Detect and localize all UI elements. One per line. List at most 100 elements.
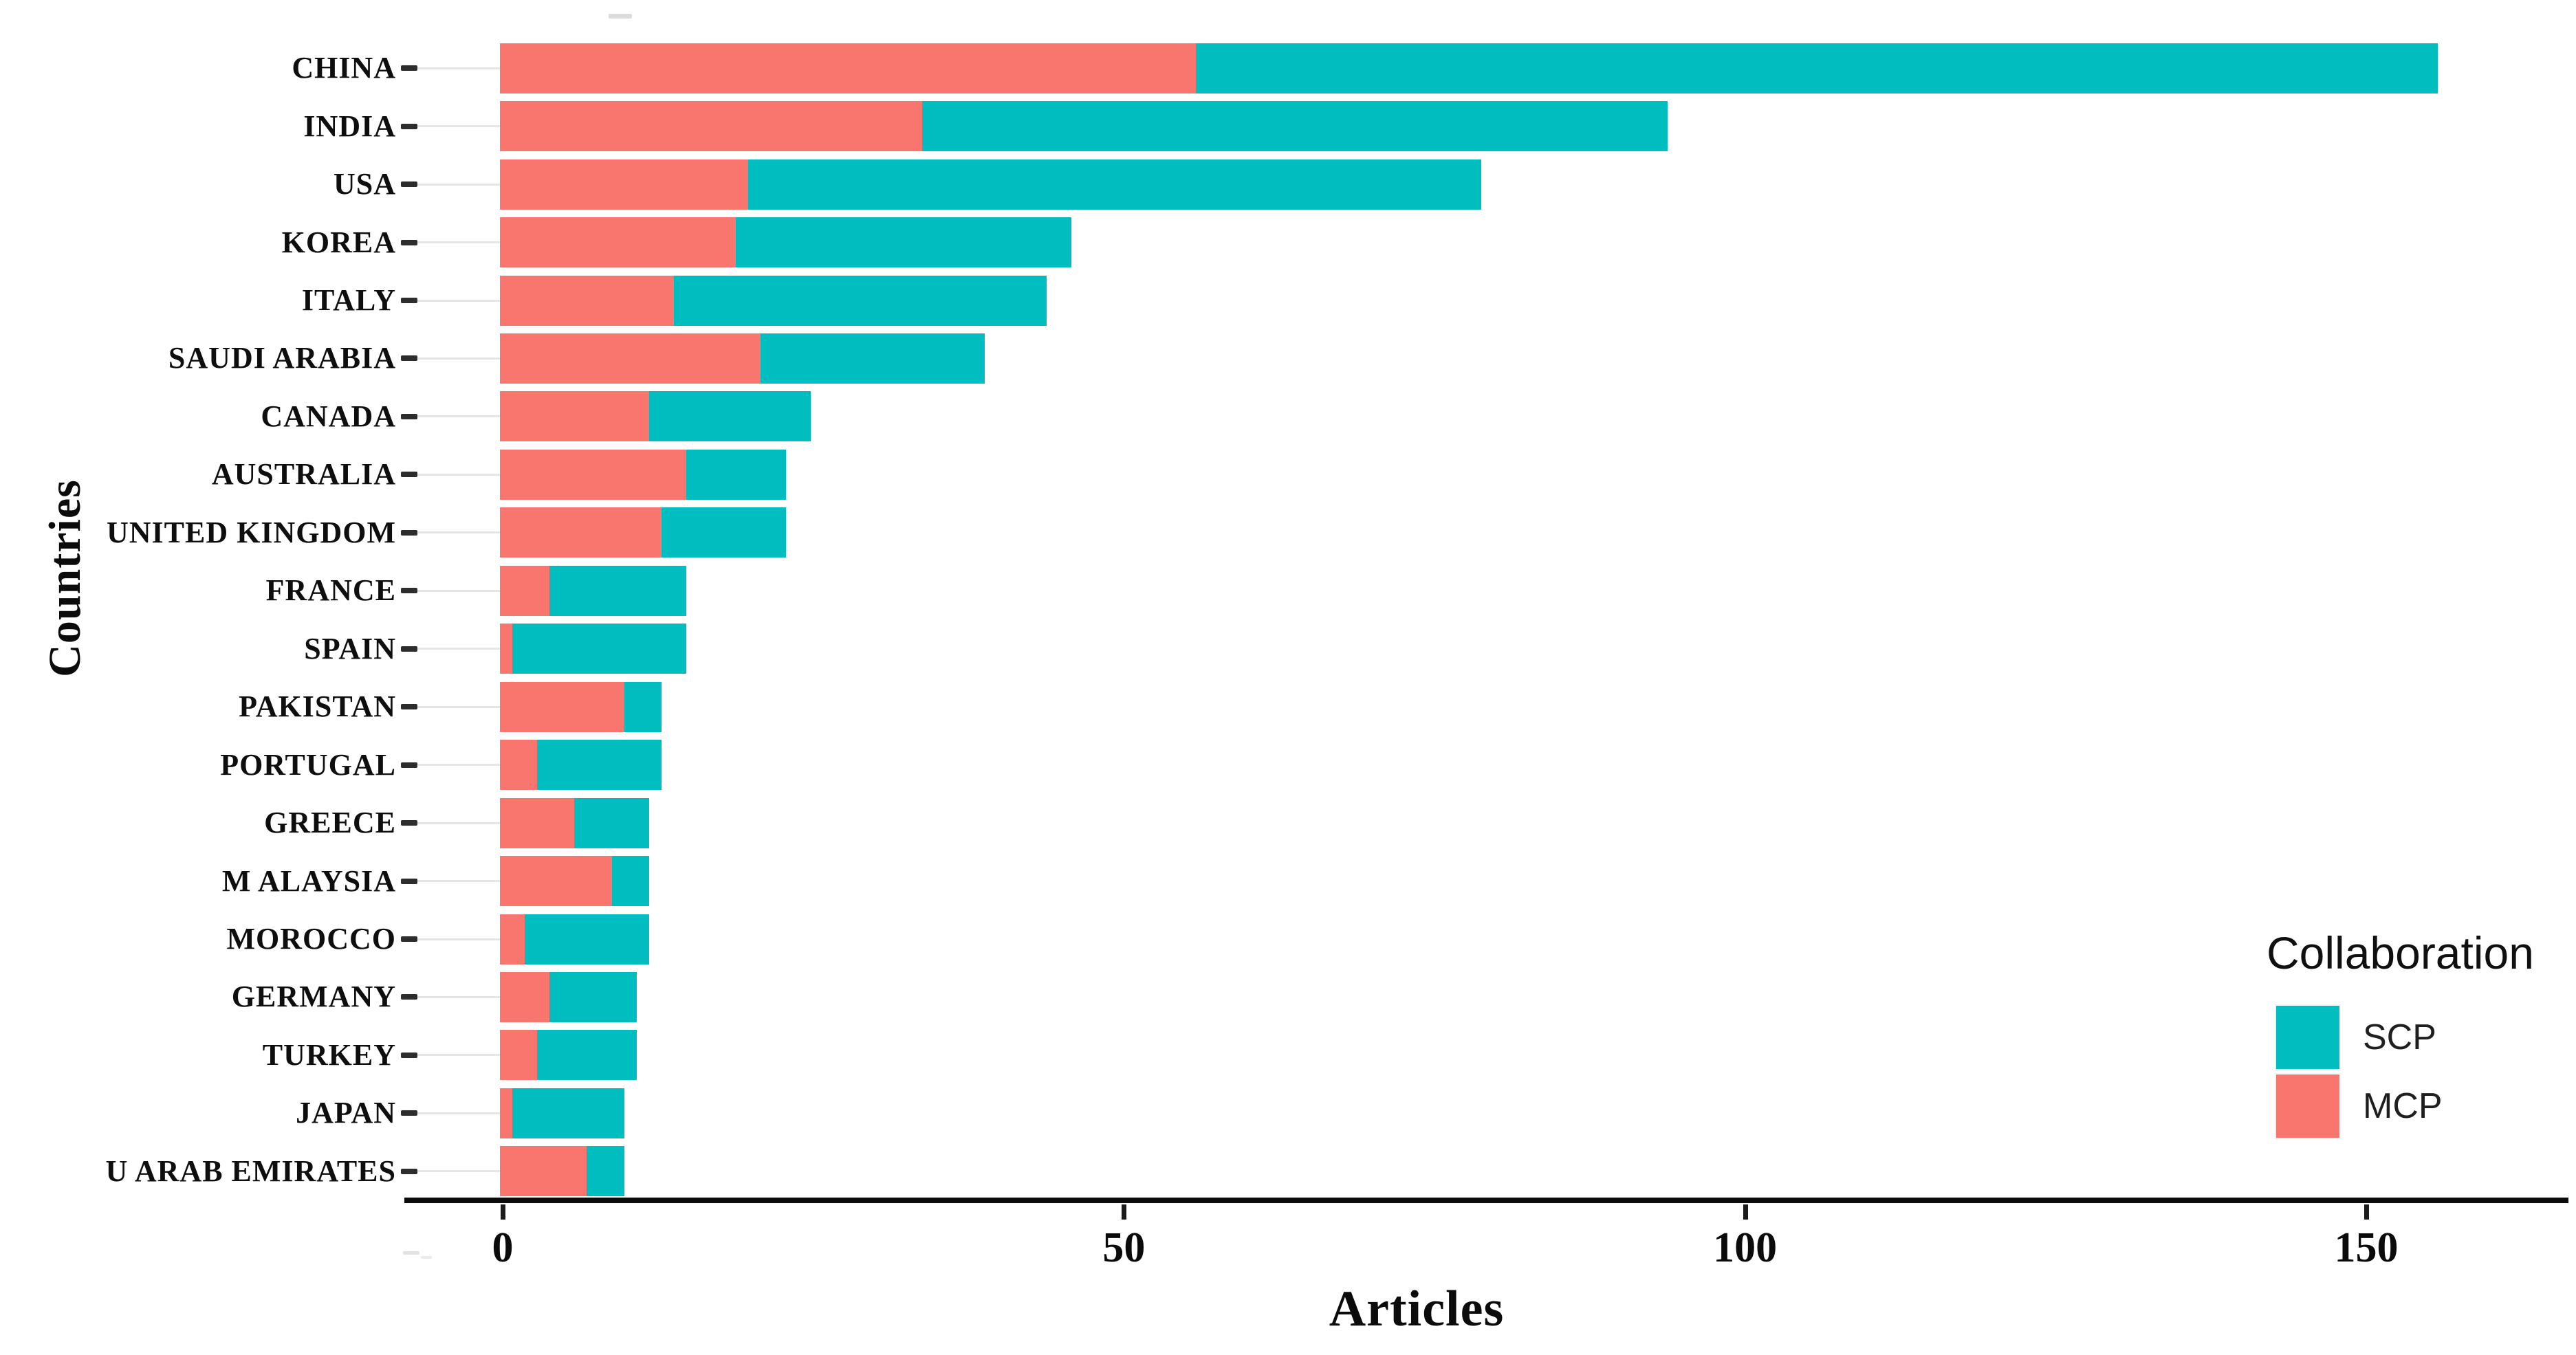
bar-track [500, 333, 2562, 384]
bar-segment-scp [922, 101, 1668, 152]
bar-track [500, 856, 2562, 907]
bar-row: CANADA [0, 388, 2565, 445]
bar-segment-scp [512, 1088, 624, 1138]
bar-segment-scp [525, 914, 649, 965]
legend-title: Collaboration [2267, 927, 2534, 978]
leader-line [417, 125, 500, 128]
category-label: SPAIN [304, 631, 396, 665]
bar-row: CHINA [0, 39, 2565, 97]
bar-segment-scp [537, 1030, 637, 1081]
bar-segment-scp [587, 1146, 624, 1197]
bar-row: SPAIN [0, 620, 2565, 678]
bar-row: JAPAN [0, 1084, 2565, 1142]
x-tick-mark [501, 1204, 505, 1220]
y-tick-mark [401, 1052, 417, 1058]
bar-segment-scp [673, 275, 1047, 326]
bar-row: GREECE [0, 794, 2565, 852]
bar-segment-mcp [500, 740, 538, 791]
bar-track [500, 507, 2562, 558]
leader-line [417, 531, 500, 534]
leader-line [417, 1054, 500, 1057]
leader-line [417, 822, 500, 824]
category-label: TURKEY [262, 1037, 396, 1072]
category-label: GREECE [264, 806, 396, 840]
category-label: CANADA [261, 399, 396, 433]
stray-mark [609, 14, 632, 19]
bar-segment-scp [512, 624, 686, 674]
bar-track [500, 449, 2562, 500]
x-tick-mark [2364, 1204, 2369, 1220]
bar-row: UNITED KINGDOM [0, 504, 2565, 562]
x-tick-label: 100 [1713, 1224, 1778, 1271]
bar-segment-mcp [500, 449, 686, 500]
bar-track [500, 1146, 2562, 1197]
x-tick-label: 0 [492, 1224, 514, 1271]
bar-row: PORTUGAL [0, 736, 2565, 793]
bar-segment-scp [624, 681, 662, 732]
bar-segment-scp [611, 856, 649, 907]
leader-line [417, 1112, 500, 1114]
category-label: UNITED KINGDOM [106, 515, 396, 549]
y-tick-mark [401, 239, 417, 245]
bar-track [500, 43, 2562, 93]
bar-segment-mcp [500, 914, 525, 965]
bar-segment-mcp [500, 1088, 513, 1138]
bar-segment-scp [748, 159, 1482, 210]
bar-row: M ALAYSIA [0, 852, 2565, 910]
bar-segment-mcp [500, 1030, 538, 1081]
x-tick-mark [1743, 1204, 1748, 1220]
category-label: JAPAN [296, 1096, 396, 1130]
stray-mark [403, 1251, 419, 1255]
y-tick-mark [401, 646, 417, 652]
category-label: PAKISTAN [239, 690, 396, 724]
bar-row: MOROCCO [0, 910, 2565, 968]
bar-segment-scp [1195, 43, 2438, 93]
bar-segment-scp [648, 391, 811, 442]
category-label: GERMANY [231, 980, 396, 1014]
leader-line [417, 241, 500, 244]
bar-segment-mcp [500, 333, 761, 384]
bar-segment-mcp [500, 971, 550, 1022]
bar-track [500, 159, 2562, 210]
leader-line [417, 995, 500, 998]
stray-mark [421, 1256, 432, 1259]
y-tick-mark [401, 820, 417, 826]
plot-area: CHINA INDIA USA KOREA ITALY SAUDI ARABIA CANAD… [0, 39, 2565, 1200]
bar-track [500, 914, 2562, 965]
bar-segment-mcp [500, 624, 513, 674]
category-label: INDIA [303, 109, 396, 143]
category-label: PORTUGAL [220, 747, 396, 782]
y-tick-mark [401, 936, 417, 943]
leader-line [417, 357, 500, 360]
bar-row: TURKEY [0, 1026, 2565, 1084]
x-tick-label: 50 [1102, 1224, 1146, 1271]
bar-row: PAKISTAN [0, 678, 2565, 736]
bar-track [500, 565, 2562, 616]
bar-row: U ARAB EMIRATES [0, 1143, 2565, 1200]
x-axis-title: Articles [1329, 1281, 1505, 1337]
bar-track [500, 624, 2562, 674]
y-tick-mark [401, 413, 417, 419]
legend: Collaboration SCP MCP [2267, 927, 2576, 1139]
category-label: SAUDI ARABIA [168, 341, 396, 375]
legend-label-scp: SCP [2363, 1017, 2436, 1057]
bar-track [500, 101, 2562, 152]
bar-segment-mcp [500, 1146, 587, 1197]
category-label: M ALAYSIA [221, 863, 396, 898]
bar-segment-scp [761, 333, 985, 384]
bar-segment-mcp [500, 101, 923, 152]
bar-segment-scp [549, 565, 686, 616]
leader-line [417, 67, 500, 69]
y-tick-mark [401, 878, 417, 884]
bar-segment-mcp [500, 275, 674, 326]
legend-label-mcp: MCP [2363, 1086, 2443, 1126]
legend-item-scp: SCP [2267, 1004, 2576, 1070]
bar-segment-scp [736, 217, 1072, 268]
bar-track [500, 391, 2562, 442]
leader-line [417, 648, 500, 650]
y-tick-mark [401, 588, 417, 594]
leader-line [417, 299, 500, 302]
category-label: CHINA [292, 51, 396, 85]
category-label: ITALY [301, 283, 396, 318]
bar-track [500, 217, 2562, 268]
